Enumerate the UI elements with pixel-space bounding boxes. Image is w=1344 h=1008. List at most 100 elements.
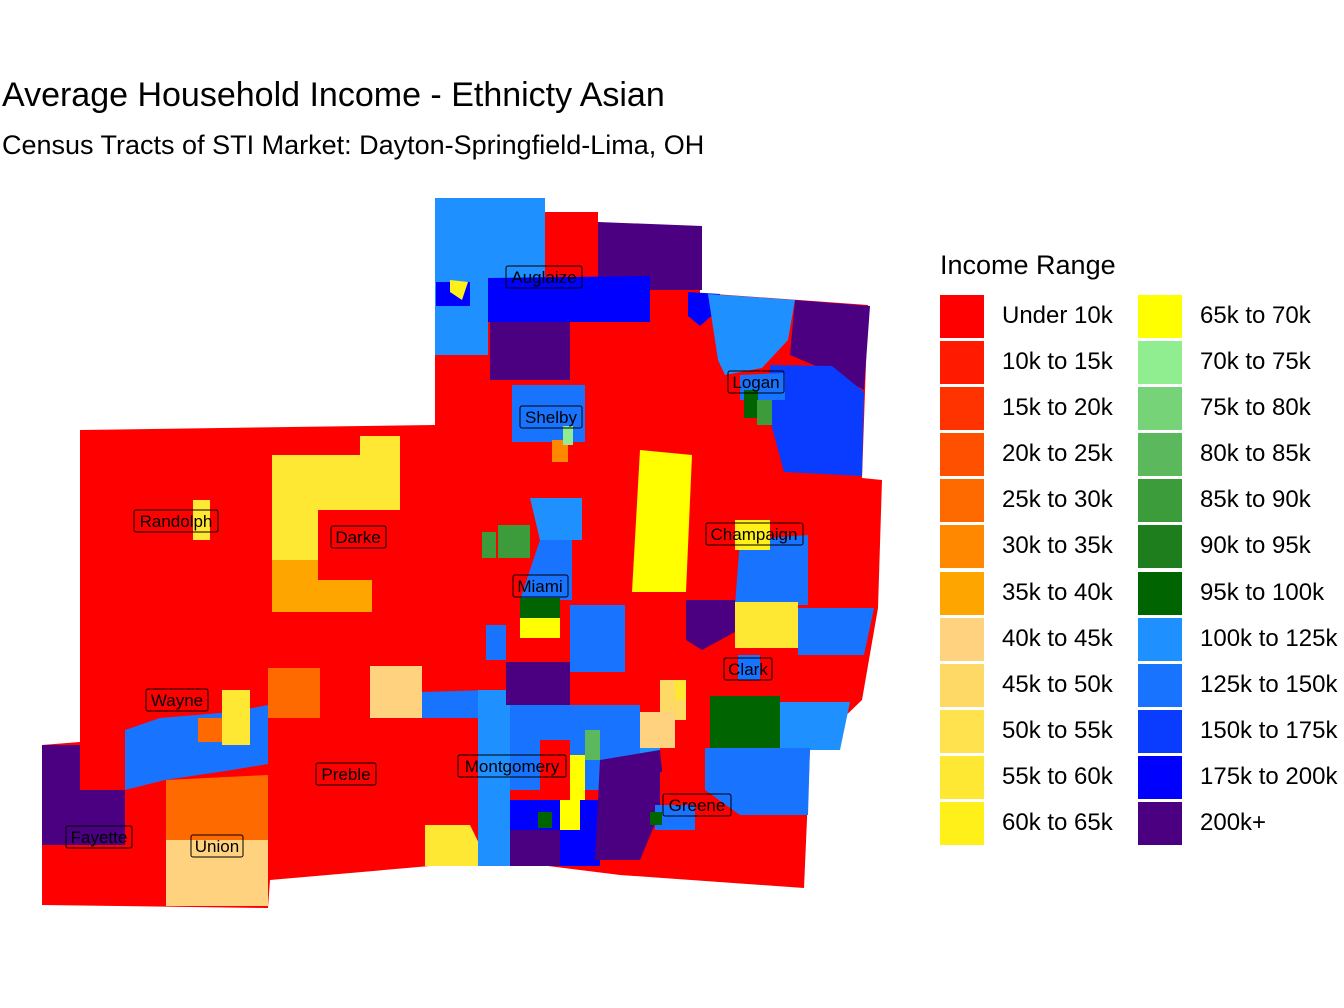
legend-label: 20k to 25k — [1002, 440, 1113, 468]
tract — [632, 450, 692, 592]
legend-label: 40k to 45k — [1002, 624, 1113, 652]
tract — [422, 690, 490, 718]
county-label-fayette: Fayette — [65, 825, 133, 849]
tract — [735, 602, 798, 648]
legend-label: 125k to 150k — [1200, 670, 1338, 698]
tract — [738, 655, 760, 680]
legend-title: Income Range — [940, 250, 1116, 280]
tract — [498, 525, 530, 558]
legend-swatch — [940, 295, 984, 338]
legend-swatch — [940, 479, 984, 523]
svg-text:Darke: Darke — [335, 528, 380, 547]
legend-label: 10k to 15k — [1002, 348, 1113, 376]
tract — [450, 280, 468, 300]
tract — [570, 605, 625, 672]
tract — [710, 696, 780, 748]
svg-text:Auglaize: Auglaize — [511, 268, 576, 287]
county-label-union: Union — [190, 834, 244, 858]
tract — [545, 212, 598, 290]
legend-label: 25k to 30k — [1002, 486, 1113, 514]
legend-label: 95k to 100k — [1200, 578, 1325, 606]
county-label-miami: Miami — [512, 574, 569, 598]
tract — [486, 625, 506, 660]
svg-text:Champaign: Champaign — [711, 525, 798, 544]
legend-label: 200k+ — [1200, 809, 1267, 837]
legend-swatch — [940, 709, 984, 753]
tract — [370, 666, 422, 718]
tract — [655, 805, 695, 830]
tract — [272, 560, 372, 612]
tract — [735, 535, 808, 605]
legend-label: Under 10k — [1002, 302, 1113, 329]
tract — [42, 745, 125, 845]
county-label-shelby: Shelby — [519, 405, 583, 429]
legend-swatch — [1138, 709, 1182, 753]
legend-label: 75k to 80k — [1200, 394, 1311, 422]
legend-swatch — [940, 802, 984, 846]
legend-label: 30k to 35k — [1002, 532, 1113, 560]
legend-label: 60k to 65k — [1002, 809, 1113, 837]
legend-swatch — [1138, 433, 1182, 477]
legend-swatch — [1138, 617, 1182, 661]
tract — [570, 755, 585, 800]
tract — [435, 198, 545, 355]
legend-label: 175k to 200k — [1200, 762, 1338, 790]
legend-label: 35k to 40k — [1002, 578, 1113, 606]
svg-text:Montgomery: Montgomery — [465, 757, 560, 776]
svg-text:Randolph: Randolph — [140, 512, 213, 531]
tract — [686, 600, 735, 650]
county-label-auglaize: Auglaize — [505, 265, 583, 289]
tract — [585, 730, 600, 760]
county-label-greene: Greene — [662, 793, 732, 817]
legend-swatch — [1138, 755, 1182, 799]
svg-text:Preble: Preble — [321, 765, 370, 784]
svg-text:Clark: Clark — [728, 660, 768, 679]
legend-label: 65k to 70k — [1200, 302, 1311, 329]
tract — [510, 830, 560, 866]
county-label-clark: Clark — [723, 657, 773, 681]
map-subtitle: Census Tracts of STI Market: Dayton-Spri… — [2, 130, 705, 160]
county-label-champaign: Champaign — [705, 522, 804, 546]
tract — [520, 598, 560, 618]
tract — [490, 322, 570, 380]
legend-swatch — [1138, 295, 1182, 338]
legend-label: 150k to 175k — [1200, 716, 1338, 744]
county-label-preble: Preble — [315, 762, 377, 786]
legend-label: 80k to 85k — [1200, 440, 1311, 468]
legend-swatch — [940, 617, 984, 661]
legend-label: 90k to 95k — [1200, 532, 1311, 560]
legend-swatch — [940, 341, 984, 385]
legend-label: 15k to 20k — [1002, 394, 1113, 422]
tract — [198, 718, 222, 742]
county-labels: Auglaize Logan Shelby Randolph Darke Cha… — [65, 265, 804, 858]
svg-text:Fayette: Fayette — [71, 828, 128, 847]
svg-text:Wayne: Wayne — [151, 691, 203, 710]
legend-label: 55k to 60k — [1002, 762, 1113, 790]
tract — [520, 540, 572, 600]
svg-text:Greene: Greene — [669, 796, 726, 815]
tract — [770, 365, 864, 476]
tract — [595, 750, 665, 860]
tract — [598, 222, 702, 290]
tract — [798, 608, 874, 655]
tract — [675, 680, 686, 700]
legend-swatch — [940, 571, 984, 615]
svg-text:Union: Union — [195, 837, 239, 856]
legend-label: 100k to 125k — [1200, 624, 1338, 652]
county-label-wayne: Wayne — [145, 688, 209, 712]
legend-swatch — [1138, 802, 1182, 846]
tract — [757, 400, 772, 425]
tract — [563, 426, 573, 445]
tract — [482, 532, 496, 558]
county-label-darke: Darke — [330, 525, 387, 549]
tract — [478, 690, 510, 866]
legend: Income Range Under 10k 10k to 15k 15k to 2… — [940, 250, 1344, 846]
legend-swatch — [940, 525, 984, 569]
tract — [222, 690, 250, 745]
legend-swatch — [940, 755, 984, 799]
tract — [744, 390, 758, 418]
legend-label: 85k to 90k — [1200, 486, 1311, 514]
legend-swatch — [1138, 479, 1182, 523]
tract — [790, 300, 870, 390]
legend-label: 50k to 55k — [1002, 716, 1113, 744]
